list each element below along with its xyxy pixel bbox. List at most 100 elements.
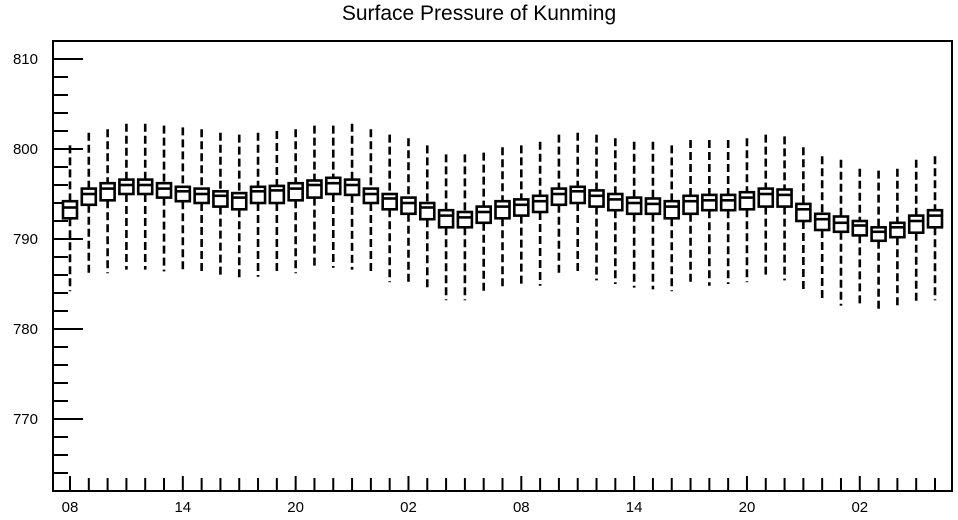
box-series — [61, 123, 944, 313]
box-body — [174, 185, 192, 203]
box-13 — [287, 129, 304, 274]
x-tick-label: 02 — [851, 499, 868, 516]
box-27 — [550, 134, 568, 277]
x-tick-label: 08 — [62, 499, 79, 516]
box-body — [324, 176, 342, 196]
box-10 — [230, 134, 248, 281]
box-40 — [795, 147, 812, 290]
box-body — [456, 210, 474, 229]
x-tick-label: 02 — [400, 499, 417, 516]
box-8 — [193, 129, 210, 275]
box-30 — [607, 138, 624, 284]
plot-frame — [52, 40, 953, 492]
box-body — [475, 205, 492, 225]
box-body — [80, 187, 98, 207]
box-32 — [644, 141, 662, 290]
box-body — [118, 178, 135, 196]
x-tick-label: 08 — [513, 499, 530, 516]
box-body — [155, 181, 173, 199]
x-tick-label: 14 — [174, 499, 191, 516]
box-body — [889, 221, 906, 239]
box-body — [625, 196, 643, 216]
box-body — [550, 187, 568, 207]
box-body — [230, 191, 248, 211]
box-44 — [870, 170, 887, 313]
box-6 — [155, 125, 173, 272]
box-body — [588, 189, 605, 208]
box-body — [400, 196, 417, 216]
box-47 — [926, 156, 944, 301]
box-body — [494, 199, 511, 220]
box-body — [249, 185, 267, 205]
box-11 — [249, 132, 267, 277]
y-tick-label: 800 — [13, 141, 38, 158]
box-body — [268, 184, 286, 205]
box-12 — [268, 131, 286, 275]
x-tick-label: 20 — [287, 499, 304, 516]
box-22 — [456, 154, 474, 301]
box-body — [795, 202, 812, 223]
box-1 — [61, 145, 79, 292]
box-body — [701, 193, 718, 212]
box-3 — [99, 129, 116, 274]
x-axis: 081420020814200208 — [62, 476, 936, 516]
box-24 — [494, 147, 511, 290]
box-body — [663, 199, 681, 220]
box-31 — [625, 141, 643, 288]
box-39 — [776, 136, 793, 281]
box-5 — [136, 123, 154, 270]
box-23 — [475, 152, 492, 292]
box-34 — [682, 140, 699, 286]
y-tick-label: 810 — [13, 51, 38, 68]
x-tick-label: 20 — [739, 499, 756, 516]
box-25 — [513, 145, 530, 288]
box-43 — [851, 168, 869, 308]
box-body — [813, 212, 831, 232]
box-2 — [80, 132, 98, 277]
box-46 — [907, 159, 925, 304]
box-45 — [889, 168, 906, 308]
box-body — [61, 199, 79, 220]
box-body — [136, 178, 154, 196]
box-42 — [832, 159, 850, 306]
box-18 — [381, 134, 398, 283]
box-body — [418, 201, 436, 221]
box-body — [682, 194, 699, 216]
box-body — [644, 197, 662, 216]
x-tick-label: 14 — [626, 499, 643, 516]
box-38 — [757, 134, 775, 279]
box-body — [343, 178, 361, 197]
box-body — [569, 185, 587, 205]
box-21 — [437, 154, 455, 301]
box-body — [607, 192, 624, 212]
y-axis: 770 780 790 800 810 — [13, 40, 83, 492]
box-body — [513, 198, 530, 217]
box-26 — [531, 141, 549, 286]
box-9 — [212, 132, 229, 279]
box-16 — [343, 123, 361, 270]
box-4 — [118, 123, 135, 270]
box-14 — [306, 125, 323, 270]
box-20 — [418, 145, 436, 292]
box-body — [757, 187, 775, 208]
box-28 — [569, 132, 587, 275]
box-36 — [719, 140, 737, 284]
box-body — [287, 181, 304, 202]
y-tick-label: 780 — [13, 321, 38, 338]
chart-title: Surface Pressure of Kunming — [341, 2, 617, 25]
box-body — [719, 193, 737, 212]
box-body — [193, 187, 210, 205]
box-35 — [701, 140, 718, 286]
box-41 — [813, 156, 831, 301]
box-body — [776, 188, 793, 208]
box-body — [362, 187, 380, 205]
box-17 — [362, 129, 380, 275]
box-29 — [588, 134, 605, 281]
box-body — [832, 215, 850, 234]
box-33 — [663, 145, 681, 292]
box-37 — [738, 138, 756, 283]
box-body — [926, 208, 944, 229]
box-body — [99, 181, 116, 202]
box-body — [738, 190, 756, 211]
